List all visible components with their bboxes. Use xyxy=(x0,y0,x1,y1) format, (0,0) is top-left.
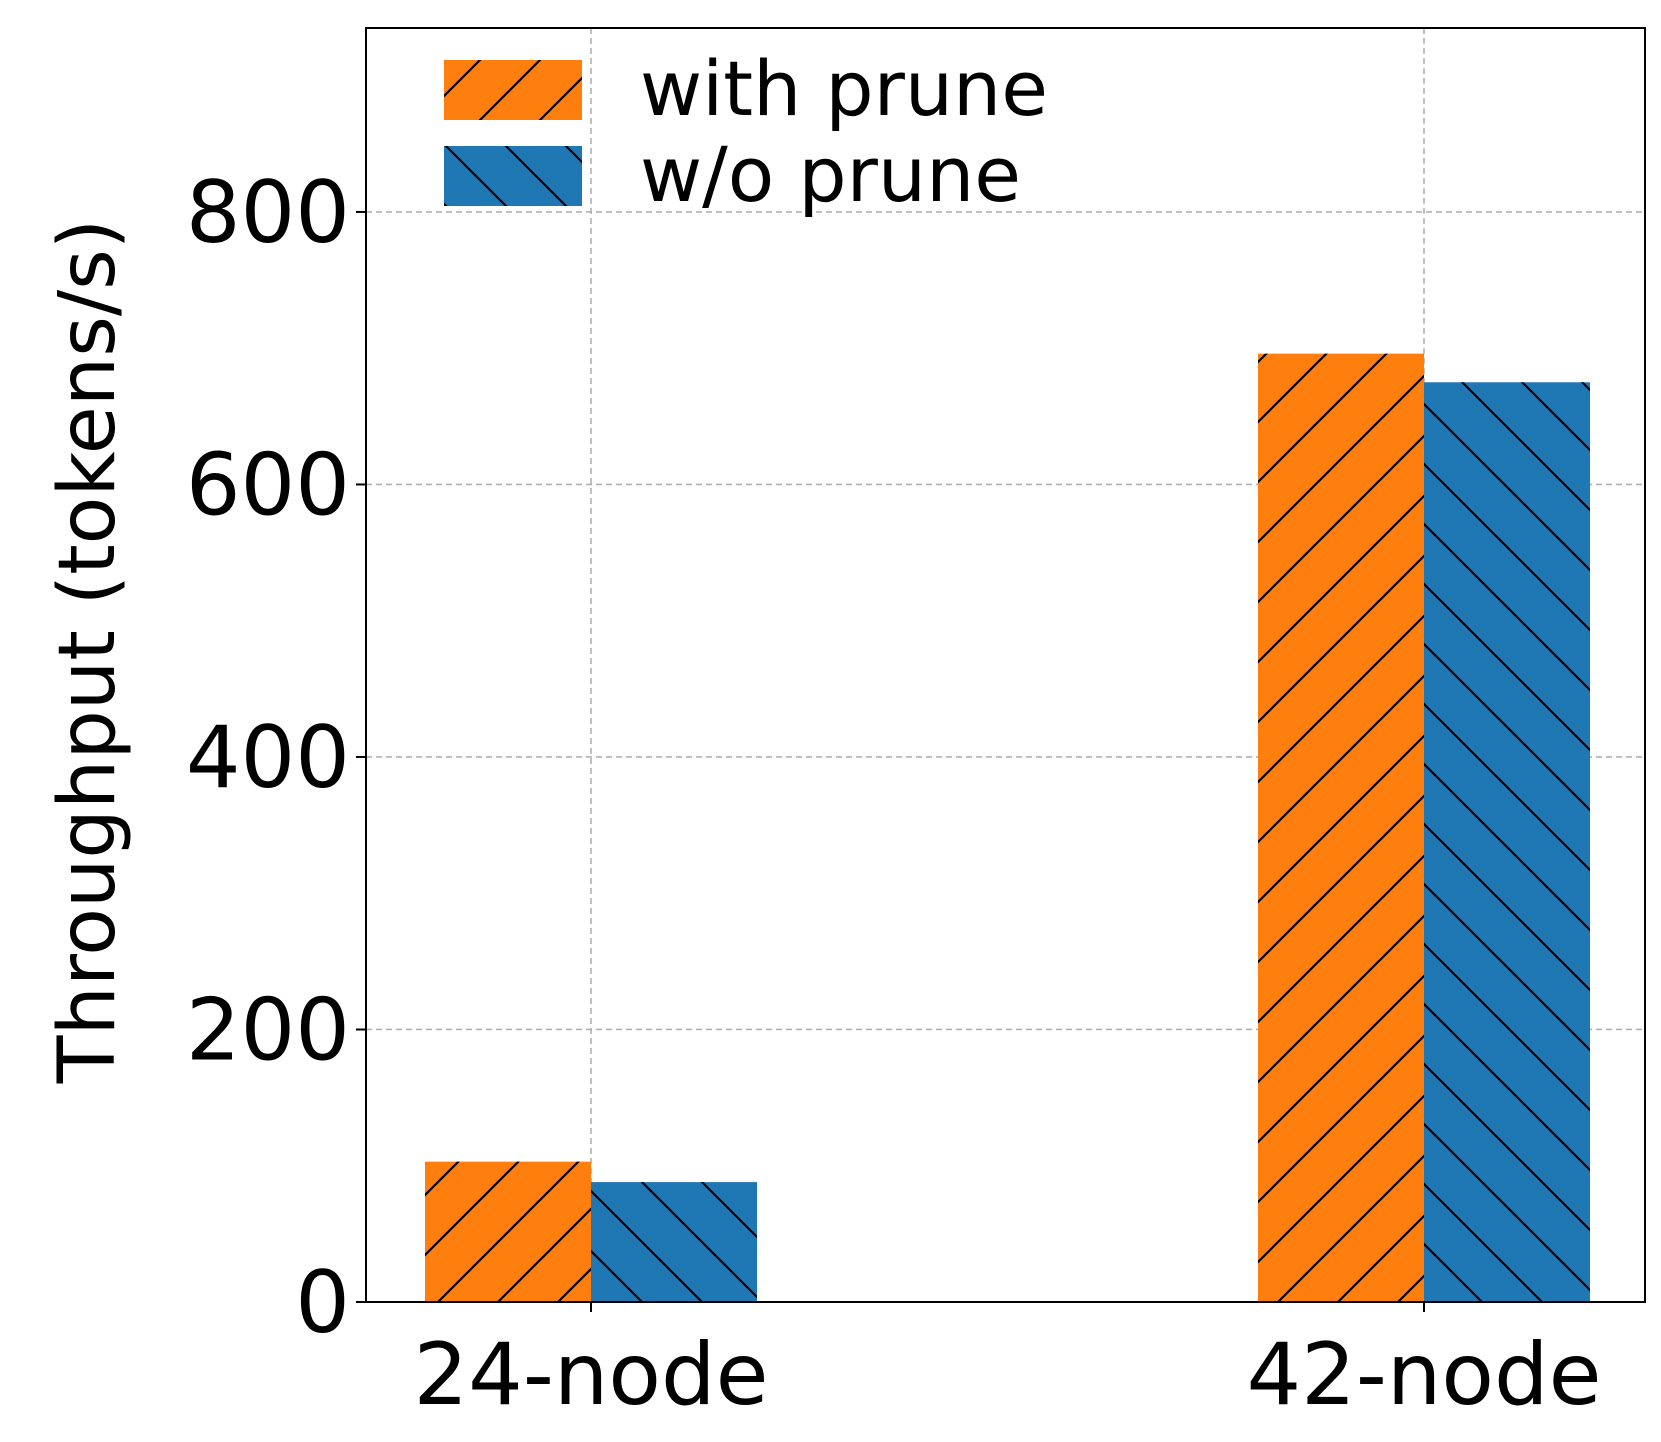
bar-w-o-prune-24-node xyxy=(591,1182,757,1302)
legend-label: with prune xyxy=(640,44,1048,133)
y-tick-label: 600 xyxy=(186,435,350,535)
legend-label: w/o prune xyxy=(640,130,1021,219)
bar-with-prune-42-node xyxy=(1258,353,1424,1303)
x-tick-label: 42-node xyxy=(1246,1325,1601,1425)
legend-entry: w/o prune xyxy=(444,130,1021,219)
bar-with-prune-24-node xyxy=(425,1161,591,1302)
y-tick-label: 400 xyxy=(186,708,350,808)
plot-frame xyxy=(365,27,1646,1303)
y-tick-label: 800 xyxy=(186,163,350,263)
y-tick-label: 200 xyxy=(186,980,350,1080)
y-tick-label: 0 xyxy=(295,1253,350,1353)
y-axis-ticks: 0 200 400 600 800 xyxy=(186,163,366,1353)
y-axis-label: Throughput (tokens/s) xyxy=(43,219,133,1084)
x-axis-ticks: 24-node 42-node xyxy=(413,1302,1602,1425)
bars xyxy=(425,353,1590,1303)
bar-w-o-prune-42-node xyxy=(1424,382,1590,1303)
x-tick-label: 24-node xyxy=(413,1325,768,1425)
legend-entry: with prune xyxy=(444,44,1048,133)
